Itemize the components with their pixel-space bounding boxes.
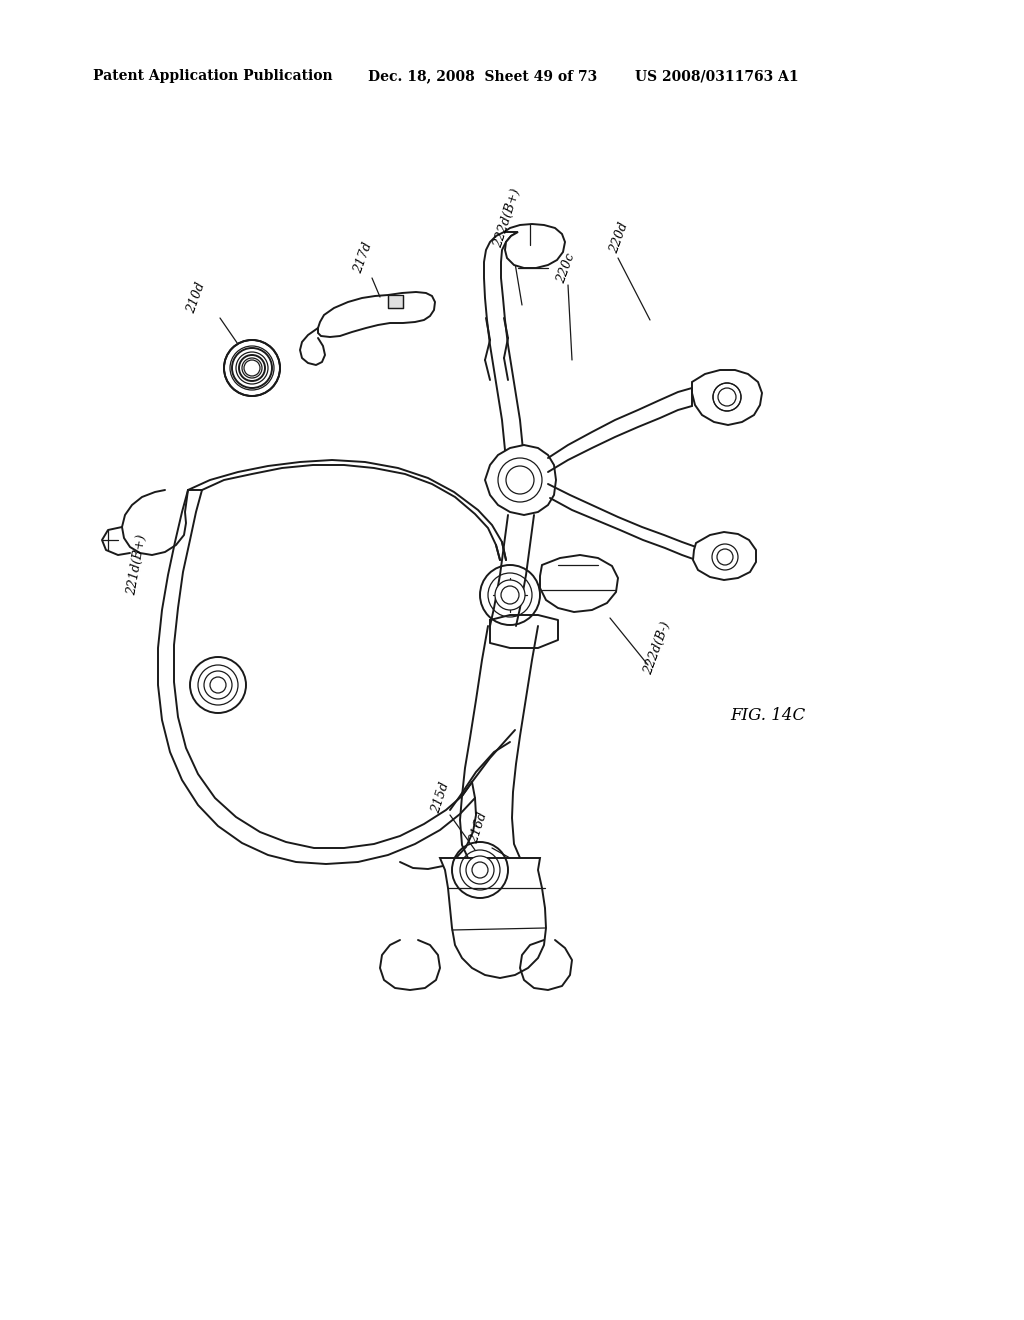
Text: 220d: 220d	[608, 220, 631, 255]
Text: Patent Application Publication: Patent Application Publication	[93, 69, 333, 83]
Polygon shape	[440, 858, 546, 978]
Text: 210d: 210d	[185, 281, 208, 315]
Text: Dec. 18, 2008  Sheet 49 of 73: Dec. 18, 2008 Sheet 49 of 73	[368, 69, 597, 83]
Text: US 2008/0311763 A1: US 2008/0311763 A1	[635, 69, 799, 83]
Circle shape	[232, 348, 272, 388]
Text: 216d: 216d	[468, 810, 490, 845]
Text: 215d: 215d	[430, 780, 453, 816]
Text: 221d(B+): 221d(B+)	[125, 533, 148, 597]
Polygon shape	[485, 445, 556, 515]
Circle shape	[495, 579, 525, 610]
Polygon shape	[693, 532, 756, 579]
Circle shape	[466, 855, 494, 884]
Circle shape	[204, 671, 232, 700]
Text: FIG. 14C: FIG. 14C	[730, 706, 805, 723]
Text: 220c: 220c	[555, 251, 578, 285]
Polygon shape	[692, 370, 762, 425]
Circle shape	[472, 862, 488, 878]
Text: 217d: 217d	[352, 240, 375, 276]
Circle shape	[210, 677, 226, 693]
Circle shape	[224, 341, 280, 396]
Polygon shape	[318, 292, 435, 337]
Text: 222d(B-): 222d(B-)	[642, 620, 673, 676]
Text: 222d(B+): 222d(B+)	[492, 187, 523, 249]
Circle shape	[498, 458, 542, 502]
Polygon shape	[388, 294, 403, 308]
Polygon shape	[540, 554, 618, 612]
Circle shape	[501, 586, 519, 605]
Circle shape	[239, 355, 265, 381]
Polygon shape	[504, 224, 565, 268]
